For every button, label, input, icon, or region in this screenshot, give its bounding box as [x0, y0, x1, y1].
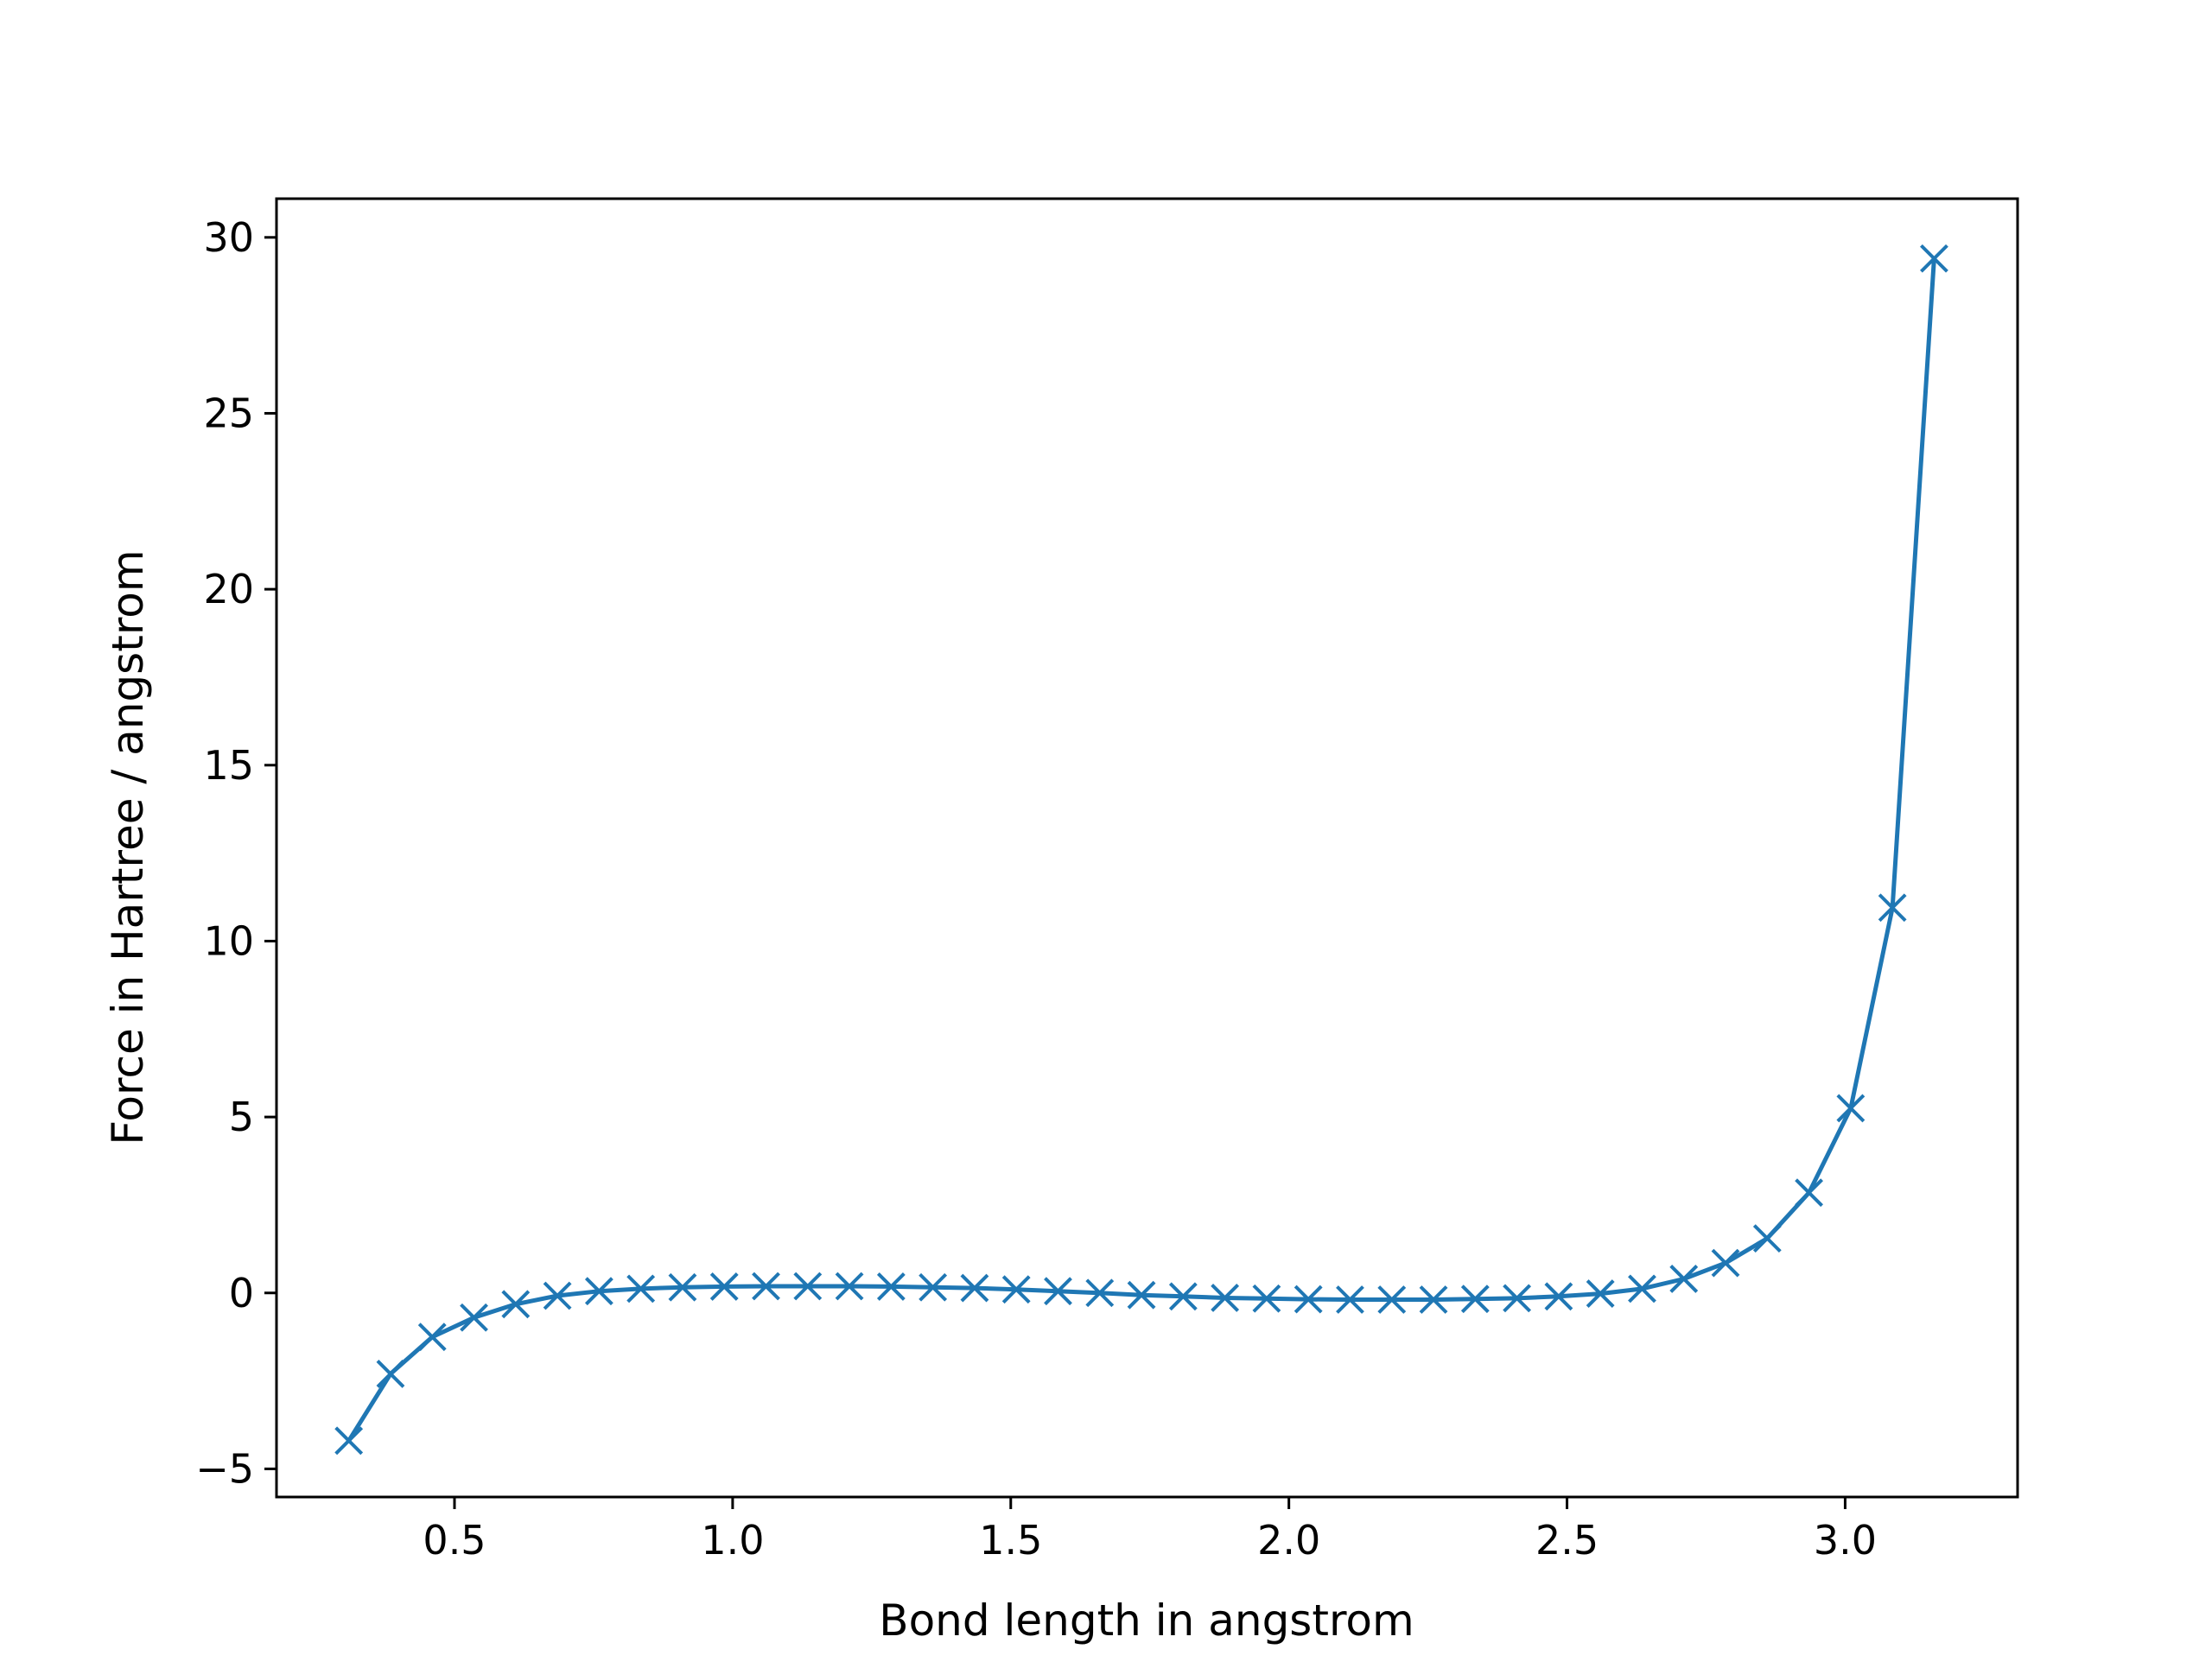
data-point-marker — [1127, 1280, 1156, 1310]
x-tick-label: 1.0 — [701, 1517, 764, 1564]
data-point-marker — [876, 1272, 906, 1301]
data-point-marker — [1211, 1284, 1240, 1312]
data-point-marker — [918, 1272, 948, 1302]
data-layer — [334, 244, 1948, 1456]
x-axis-label: Bond length in angstrom — [879, 1595, 1414, 1646]
y-tick-label: 30 — [203, 214, 254, 261]
data-point-marker — [1586, 1279, 1615, 1308]
data-point-marker — [584, 1277, 613, 1306]
data-point-marker — [1752, 1224, 1782, 1253]
data-point-marker — [835, 1272, 864, 1301]
y-tick-label: 0 — [229, 1270, 254, 1316]
data-point-marker — [460, 1303, 488, 1332]
data-point-marker — [1503, 1284, 1532, 1313]
data-point-marker — [376, 1360, 405, 1388]
data-point-marker — [1377, 1285, 1407, 1314]
data-point-marker — [417, 1323, 447, 1352]
plot-frame — [275, 197, 2019, 1499]
data-point-marker — [1795, 1178, 1824, 1208]
y-tick-label: 10 — [203, 917, 254, 964]
data-point-marker — [1669, 1265, 1699, 1293]
data-point-marker — [1336, 1285, 1364, 1314]
data-point-marker — [1628, 1274, 1656, 1304]
y-tick-label: 20 — [203, 566, 254, 612]
data-point-marker — [668, 1272, 697, 1302]
y-axis-label: Force in Hartree / angstrom — [103, 549, 153, 1145]
data-point-marker — [1085, 1278, 1115, 1308]
data-point-marker — [1044, 1277, 1072, 1306]
data-point-marker — [752, 1272, 780, 1301]
data-point-marker — [793, 1272, 823, 1301]
data-point-marker — [960, 1273, 989, 1303]
axes-layer: 0.5 1.0 1.5 2.0 2.5 3.0 −5 0 5 10 15 20 25 30 — [195, 214, 1877, 1564]
x-tick-label: 3.0 — [1814, 1517, 1877, 1564]
data-point-marker — [1460, 1285, 1490, 1314]
y-tick-label: 25 — [203, 390, 254, 436]
data-point-marker — [709, 1272, 739, 1301]
data-point-marker — [1920, 244, 1948, 273]
x-tick-label: 2.5 — [1535, 1517, 1599, 1564]
data-point-marker — [626, 1274, 656, 1304]
data-point-marker — [1419, 1285, 1448, 1314]
data-point-marker — [1544, 1282, 1573, 1311]
data-point-marker — [1836, 1094, 1866, 1123]
y-tick-label: 15 — [203, 742, 254, 789]
data-point-marker — [1294, 1285, 1323, 1314]
data-point-marker — [543, 1281, 572, 1310]
y-tick-label: −5 — [195, 1445, 254, 1492]
y-tick-label: 5 — [229, 1094, 254, 1140]
x-tick-label: 0.5 — [423, 1517, 486, 1564]
data-point-marker — [1168, 1282, 1198, 1311]
data-point-marker — [1001, 1275, 1031, 1304]
data-point-marker — [1252, 1284, 1281, 1313]
data-point-marker — [1878, 893, 1907, 923]
x-tick-label: 1.5 — [979, 1517, 1042, 1564]
data-point-marker — [501, 1290, 531, 1319]
data-point-marker — [334, 1426, 364, 1456]
x-tick-label: 2.0 — [1257, 1517, 1320, 1564]
data-point-marker — [1711, 1248, 1740, 1278]
